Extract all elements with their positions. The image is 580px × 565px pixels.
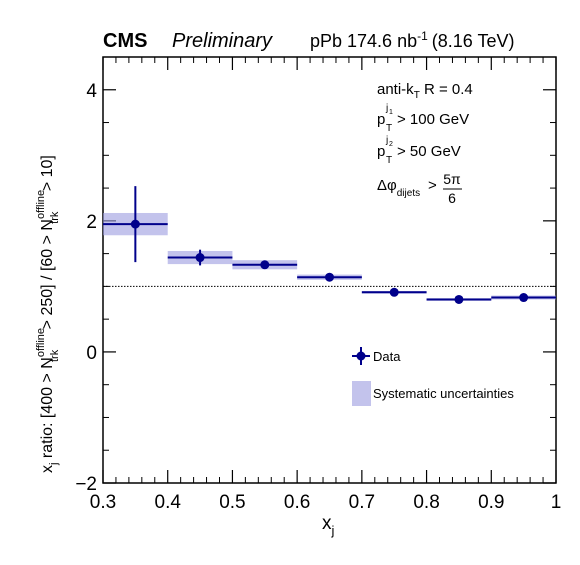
legend: Data Systematic uncertainties <box>352 347 514 406</box>
y-title-p6: > 10] <box>39 155 56 195</box>
y-title-p4: > 250] / [60 > N <box>39 219 56 334</box>
jet-algo-label: anti-kT R = 0.4 <box>377 81 473 101</box>
y-title-p3-sub: trk <box>49 349 61 362</box>
jet-algo-pre: anti-k <box>377 81 414 98</box>
data-point <box>195 253 205 263</box>
pt2-sup: j <box>385 135 388 146</box>
x-tick-label: 0.6 <box>284 492 310 513</box>
x-tick-label: 0.4 <box>155 492 182 513</box>
data-point <box>325 272 334 282</box>
dataset-prefix: pPb 174.6 nb <box>310 31 417 51</box>
x-tick-label: 0.5 <box>219 492 245 513</box>
pt2-supsub: 2 <box>389 141 393 148</box>
pt2-cut: > 50 GeV <box>397 143 461 160</box>
legend-data-label: Data <box>373 349 401 364</box>
pt1-sub: T <box>386 123 392 134</box>
x-tick-label: 1 <box>551 492 562 513</box>
y-title-p1: x <box>39 465 56 473</box>
pt1-cut: > 100 GeV <box>397 111 469 128</box>
dphi-sub: dijets <box>397 188 420 199</box>
dphi-den: 6 <box>448 190 456 206</box>
pt1-p: p <box>377 111 385 128</box>
y-title-p5-sub: trk <box>49 211 61 224</box>
y-title-p3-sup: offline <box>35 328 47 357</box>
experiment-label: CMS <box>103 30 147 52</box>
x-tick-label: 0.9 <box>478 492 504 513</box>
y-tick-label: 4 <box>86 81 97 102</box>
pt1-sup: j <box>385 103 388 114</box>
x-axis-title: xj <box>322 513 335 538</box>
legend-syst-swatch <box>352 381 371 406</box>
dphi-label: Δφdijets <box>377 177 420 199</box>
dphi-num: 5π <box>443 171 461 187</box>
pt2-p: p <box>377 143 385 160</box>
jet-algo-sub: T <box>414 90 420 101</box>
data-point <box>260 260 270 270</box>
plot-frame <box>102 56 557 484</box>
dataset-label: pPb 174.6 nb-1 (8.16 TeV) <box>310 29 515 51</box>
y-tick-label: −2 <box>75 474 97 495</box>
x-axis-title-main: x <box>322 513 332 534</box>
dphi-main: Δφ <box>377 177 397 194</box>
x-axis-title-sub: j <box>331 523 335 538</box>
ticks-layer: 0.3 0.4 0.5 0.6 0.7 0.8 0.9 1 −2 0 2 4 <box>75 56 562 513</box>
y-axis-title: xj ratio: [400 > Noffline trk > 250] / [6… <box>35 155 61 473</box>
y-title-p2: ratio: [400 > N <box>39 357 56 462</box>
pt2-sub: T <box>386 155 392 166</box>
dataset-exp: -1 <box>417 29 428 43</box>
dataset-suffix: (8.16 TeV) <box>432 31 515 51</box>
data-point <box>519 293 529 303</box>
data-point <box>389 287 399 297</box>
pt1-supsub: 1 <box>389 109 393 116</box>
x-tick-label: 0.3 <box>90 492 116 513</box>
data-point <box>454 294 464 304</box>
dphi-gt: > <box>428 177 437 194</box>
jet-algo-post: R = 0.4 <box>420 81 473 98</box>
y-title-p5-sup: offline <box>35 190 47 219</box>
legend-syst-label: Systematic uncertainties <box>373 386 514 401</box>
data-point <box>130 219 140 229</box>
legend-data-marker <box>356 351 366 361</box>
data-layer <box>103 186 556 304</box>
x-tick-label: 0.8 <box>413 492 439 513</box>
y-tick-label: 0 <box>86 343 97 364</box>
status-label: Preliminary <box>172 30 273 52</box>
y-tick-label: 2 <box>86 212 97 233</box>
x-tick-label: 0.7 <box>349 492 375 513</box>
y-title-p1-sub: j <box>48 463 60 466</box>
